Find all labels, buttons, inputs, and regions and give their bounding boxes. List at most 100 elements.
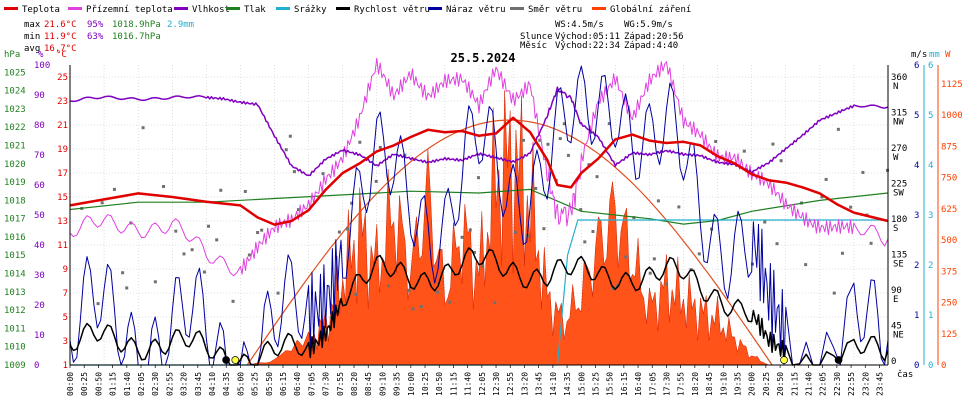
x-tick-label: 09:35 [393, 372, 402, 396]
wind-dir-label: S [893, 224, 898, 234]
wind-dir-dot [153, 280, 157, 284]
pressure-tick: 1016 [4, 233, 26, 243]
legend-swatch-8 [592, 7, 606, 10]
pressure-tick: 1022 [4, 123, 26, 133]
unit-headers: hPa % °C m/s mm W [4, 50, 951, 60]
wind-dir-dot [174, 229, 178, 233]
x-tick-label: 02:30 [151, 372, 160, 396]
temperature-tick: 21 [57, 121, 68, 131]
pressure-tick: 1015 [4, 251, 26, 261]
legend-swatch-4 [276, 7, 290, 10]
wind-dir-dot [771, 142, 775, 146]
wind-dir-dot [202, 270, 206, 274]
wind-dir-dot [460, 235, 464, 239]
wind-dir-dot [763, 220, 767, 224]
series-line-vlhkost [69, 86, 889, 177]
wind-dir-label: W [893, 153, 899, 163]
wind-dir-dot [885, 168, 889, 172]
wind-dir-dot [542, 227, 546, 231]
wind-dir-tick: 270 [891, 144, 907, 154]
x-tick-label: 21:40 [804, 372, 813, 396]
x-tick-label: 15:25 [591, 372, 600, 396]
radiation-tick: 500 [941, 236, 957, 246]
stats-max-rain: 2.9mm [167, 20, 194, 30]
temperature-tick: 11 [57, 241, 68, 251]
wind-wg: WG:5.9m/s [624, 20, 673, 30]
humidity-tick: 30 [34, 271, 45, 281]
wind-speed-tick: 0 [914, 361, 919, 371]
wind-dir-dot [292, 170, 296, 174]
wind-dir-dot [476, 176, 480, 180]
wind-dir-dot [558, 137, 562, 141]
x-tick-label: 19:35 [733, 372, 742, 396]
wind-dir-dot [579, 208, 583, 212]
wind-dir-dot [337, 230, 341, 234]
pressure-tick: 1017 [4, 215, 26, 225]
pressure-tick: 1011 [4, 324, 26, 334]
temperature-tick: 3 [63, 337, 68, 347]
stats-min-temp: 11.9°C [44, 32, 77, 42]
wind-dir-dot [386, 284, 390, 288]
legend-label-0: Teplota [22, 5, 60, 15]
legend-label-8: Globální záření [610, 5, 691, 15]
x-tick-label: 12:05 [478, 372, 487, 396]
astro-marker-2 [780, 356, 788, 364]
wind-dir-dot [468, 228, 472, 232]
wind-dir-dot [354, 292, 358, 296]
wind-sun-info: WS:4.5m/s WG:5.9m/s Slunce Východ:05:11 … [520, 20, 684, 51]
humidity-tick: 70 [34, 151, 45, 161]
unit-w: W [945, 50, 951, 60]
wind-dir-dot [296, 208, 300, 212]
x-tick-label: 06:15 [279, 372, 288, 396]
wind-speed-tick: 2 [914, 261, 919, 271]
x-tick-label: 12:30 [492, 372, 501, 396]
x-tick-label: 07:55 [336, 372, 345, 396]
wind-dir-dot [215, 238, 219, 242]
moon-rise: Východ:22:34 [555, 41, 620, 51]
x-tick-label: 01:15 [109, 372, 118, 396]
unit-hpa: hPa [4, 50, 20, 60]
x-tick-label: 10:50 [435, 372, 444, 396]
legend-label-6: Náraz větru [446, 5, 506, 15]
wind-speed-tick: 3 [914, 211, 919, 221]
temperature-tick: 25 [57, 73, 68, 83]
wind-dir-tick: 180 [891, 215, 907, 225]
wind-dir-tick: 0 [891, 357, 896, 367]
x-tick-label: 04:10 [208, 372, 217, 396]
wind-dir-dot [125, 286, 129, 290]
pressure-tick: 1023 [4, 105, 26, 115]
x-tick-label: 07:30 [322, 372, 331, 396]
wind-speed-tick: 1 [914, 311, 919, 321]
x-tick-label: 09:10 [378, 372, 387, 396]
stats-block: max 21.6°C 95% 1018.9hPa 2.9mm min 11.9°… [24, 20, 194, 54]
wind-dir-dot [775, 242, 779, 246]
wind-dir-dot [407, 288, 411, 292]
wind-dir-dot [231, 299, 235, 303]
stats-max-label: max [24, 20, 41, 30]
x-tick-label: 20:50 [776, 372, 785, 396]
legend-swatch-3 [226, 7, 240, 10]
wind-dir-tick: 135 [891, 250, 907, 260]
wind-dir-label: SE [893, 259, 904, 269]
pressure-tick: 1012 [4, 306, 26, 316]
x-tick-label: 00:25 [80, 372, 89, 396]
wind-dir-tick: 90 [891, 286, 902, 296]
wind-dir-dot [256, 231, 260, 235]
pressure-tick: 1010 [4, 343, 26, 353]
x-tick-label: 08:20 [350, 372, 359, 396]
legend-label-5: Rychlost větru [354, 5, 430, 15]
wind-dir-dot [358, 140, 362, 144]
stats-max-temp: 21.6°C [44, 20, 77, 30]
temperature-tick: 17 [57, 169, 68, 179]
wind-ws: WS:4.5m/s [555, 20, 604, 30]
wind-dir-dot [534, 186, 538, 190]
pressure-tick: 1009 [4, 361, 26, 371]
sun-rise: Východ:05:11 [555, 32, 620, 42]
wind-dir-tick: 315 [891, 108, 907, 118]
rain-tick: 1 [928, 311, 933, 321]
x-tick-label: 15:00 [577, 372, 586, 396]
stats-avg-label: avg [24, 44, 40, 54]
x-tick-label: 22:55 [847, 372, 856, 396]
pressure-tick: 1021 [4, 141, 26, 151]
